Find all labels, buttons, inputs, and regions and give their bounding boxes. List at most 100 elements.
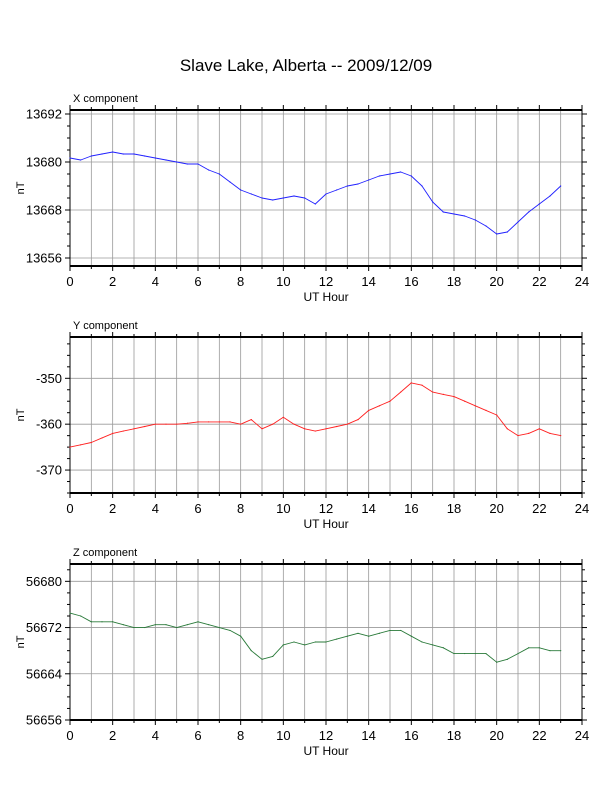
data-point [453, 652, 455, 655]
x-tick-label: 0 [66, 501, 73, 516]
x-axis-label: UT Hour [303, 744, 348, 758]
data-point [176, 423, 178, 425]
data-point [144, 626, 146, 629]
y-axis-label: nT [15, 635, 27, 648]
data-point [528, 432, 530, 434]
data-point [549, 195, 551, 197]
data-point [165, 423, 167, 425]
data-point [250, 193, 252, 195]
data-point [80, 615, 82, 617]
data-point [90, 155, 92, 157]
data-point [240, 423, 242, 425]
x-tick-label: 12 [319, 728, 333, 743]
data-point [304, 428, 306, 430]
x-tick-label: 0 [66, 728, 73, 743]
data-point [346, 185, 348, 187]
series-line [69, 151, 562, 235]
data-point [176, 626, 178, 629]
y-tick-label: -360 [36, 417, 62, 432]
data-point [432, 391, 434, 393]
data-point [410, 635, 412, 637]
x-tick-label: 6 [194, 501, 201, 516]
data-point [314, 641, 316, 643]
data-point [389, 629, 391, 632]
data-point [496, 233, 498, 235]
data-point [101, 153, 103, 155]
data-point [154, 624, 156, 626]
chart-panel-1: 0 2 4 6 8 10 12 14 16 18 20 22 241365613668136801369… [15, 93, 589, 304]
x-tick-label: 20 [489, 501, 503, 516]
panel-title: X component [73, 93, 138, 105]
data-point [368, 635, 370, 637]
data-point [368, 409, 370, 412]
x-tick-label: 16 [404, 501, 418, 516]
data-point [218, 626, 220, 629]
data-point [293, 195, 295, 197]
data-point [560, 435, 562, 437]
data-point [432, 201, 434, 203]
data-point [112, 621, 114, 623]
data-point [378, 175, 380, 177]
data-point [453, 213, 455, 215]
data-point [442, 211, 444, 213]
data-point [400, 391, 402, 393]
y-tick-label: -350 [36, 371, 62, 386]
data-point [346, 635, 348, 637]
data-point [378, 632, 380, 634]
data-point [229, 421, 231, 423]
data-point [357, 418, 359, 421]
data-point [218, 173, 220, 175]
data-point [474, 405, 476, 407]
data-point [154, 157, 156, 159]
x-tick-label: 8 [237, 501, 244, 516]
data-point [208, 624, 210, 626]
data-point [80, 159, 82, 161]
data-point [122, 430, 124, 432]
y-tick-label: 56656 [26, 713, 62, 728]
chart-panel-3: 0 2 4 6 8 10 12 14 16 18 20 22 245665656664566725668… [15, 547, 589, 758]
data-point [560, 650, 562, 652]
data-point [80, 444, 82, 446]
data-point [90, 441, 92, 444]
y-tick-label: 13656 [26, 251, 62, 266]
data-point [240, 189, 242, 191]
x-axis-label: UT Hour [303, 290, 348, 304]
data-point [560, 185, 562, 187]
x-tick-label: 10 [276, 728, 290, 743]
data-point [442, 393, 444, 395]
data-point [154, 423, 156, 425]
data-point [549, 650, 551, 652]
x-tick-label: 12 [319, 501, 333, 516]
y-tick-label: 13680 [26, 155, 62, 170]
data-point [165, 159, 167, 161]
data-point [293, 641, 295, 643]
x-tick-label: 24 [575, 501, 589, 516]
data-point [293, 423, 295, 425]
data-point [485, 225, 487, 227]
data-point [517, 652, 519, 655]
x-tick-label: 16 [404, 274, 418, 289]
data-point [208, 421, 210, 423]
data-point [90, 621, 92, 623]
data-point [282, 416, 284, 418]
data-point [282, 197, 284, 199]
data-point [133, 153, 135, 155]
data-point [325, 428, 327, 430]
data-point [197, 621, 199, 623]
x-tick-label: 2 [109, 501, 116, 516]
data-point [101, 437, 103, 439]
y-axis-label: nT [15, 181, 27, 194]
data-point [261, 197, 263, 199]
data-point [538, 203, 540, 205]
data-point [336, 425, 338, 428]
data-point [389, 173, 391, 175]
data-point [464, 215, 466, 217]
x-tick-label: 10 [276, 501, 290, 516]
panel-title: Y component [73, 320, 138, 332]
data-point [186, 163, 188, 165]
x-tick-label: 12 [319, 274, 333, 289]
data-point [197, 163, 199, 165]
y-tick-label: -370 [36, 463, 62, 478]
